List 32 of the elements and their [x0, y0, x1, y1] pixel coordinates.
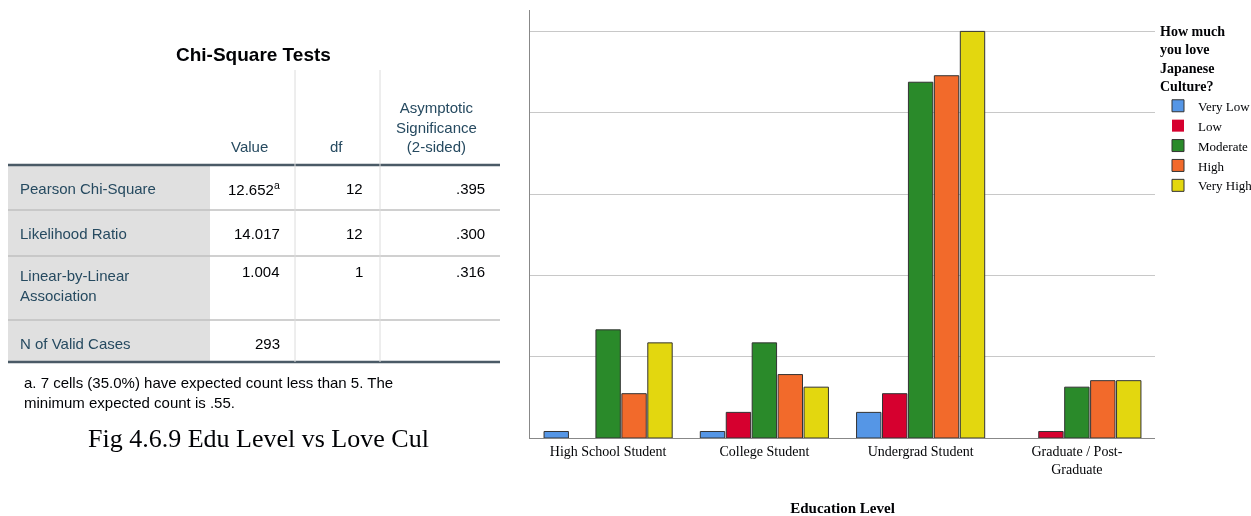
- text: Value: [231, 138, 269, 155]
- bar: [543, 430, 569, 438]
- legend-label: Very High: [1198, 178, 1251, 194]
- legend-title: How much you love Japanese Culture?: [1160, 24, 1226, 94]
- text: 12: [346, 180, 363, 197]
- text: N of Valid Cases: [20, 335, 131, 352]
- text: Chi-Square Tests: [176, 44, 331, 65]
- text: Linear-by-Linear Association: [20, 267, 130, 304]
- x-tick-label: Graduate / Post-Graduate: [1031, 443, 1123, 477]
- legend-label: Moderate: [1198, 138, 1249, 154]
- text: 1.004: [242, 263, 280, 280]
- caption: Fig 4.6.9 Edu Level vs Love Cul: [88, 424, 429, 453]
- legend-label: Low: [1198, 118, 1223, 134]
- text: df: [330, 138, 344, 155]
- text: 14.017: [234, 225, 280, 242]
- x-tick-label: High School Student: [549, 443, 667, 459]
- text: Pearson Chi-Square: [20, 180, 156, 197]
- text: .300: [456, 225, 486, 242]
- text: 12.652$^{a}$: [228, 179, 280, 199]
- text: .395: [456, 180, 486, 197]
- text: a. 7 cells (35.0%) have expected count less than 5. The minimum expected count is .55.: [24, 374, 394, 411]
- text: Asymptotic Significance (2-sided): [396, 99, 477, 155]
- text: 1: [355, 263, 364, 280]
- x-axis-title: Education Level: [790, 500, 895, 516]
- text: 12: [346, 225, 363, 242]
- x-tick-label: College Student: [719, 443, 810, 459]
- x-tick-label: Undergrad Student: [867, 443, 974, 459]
- legend-label: Very Low: [1198, 98, 1251, 114]
- legend-label: High: [1198, 158, 1225, 174]
- text: 293: [255, 335, 281, 352]
- text: .316: [456, 263, 486, 280]
- text: Likelihood Ratio: [20, 225, 127, 242]
